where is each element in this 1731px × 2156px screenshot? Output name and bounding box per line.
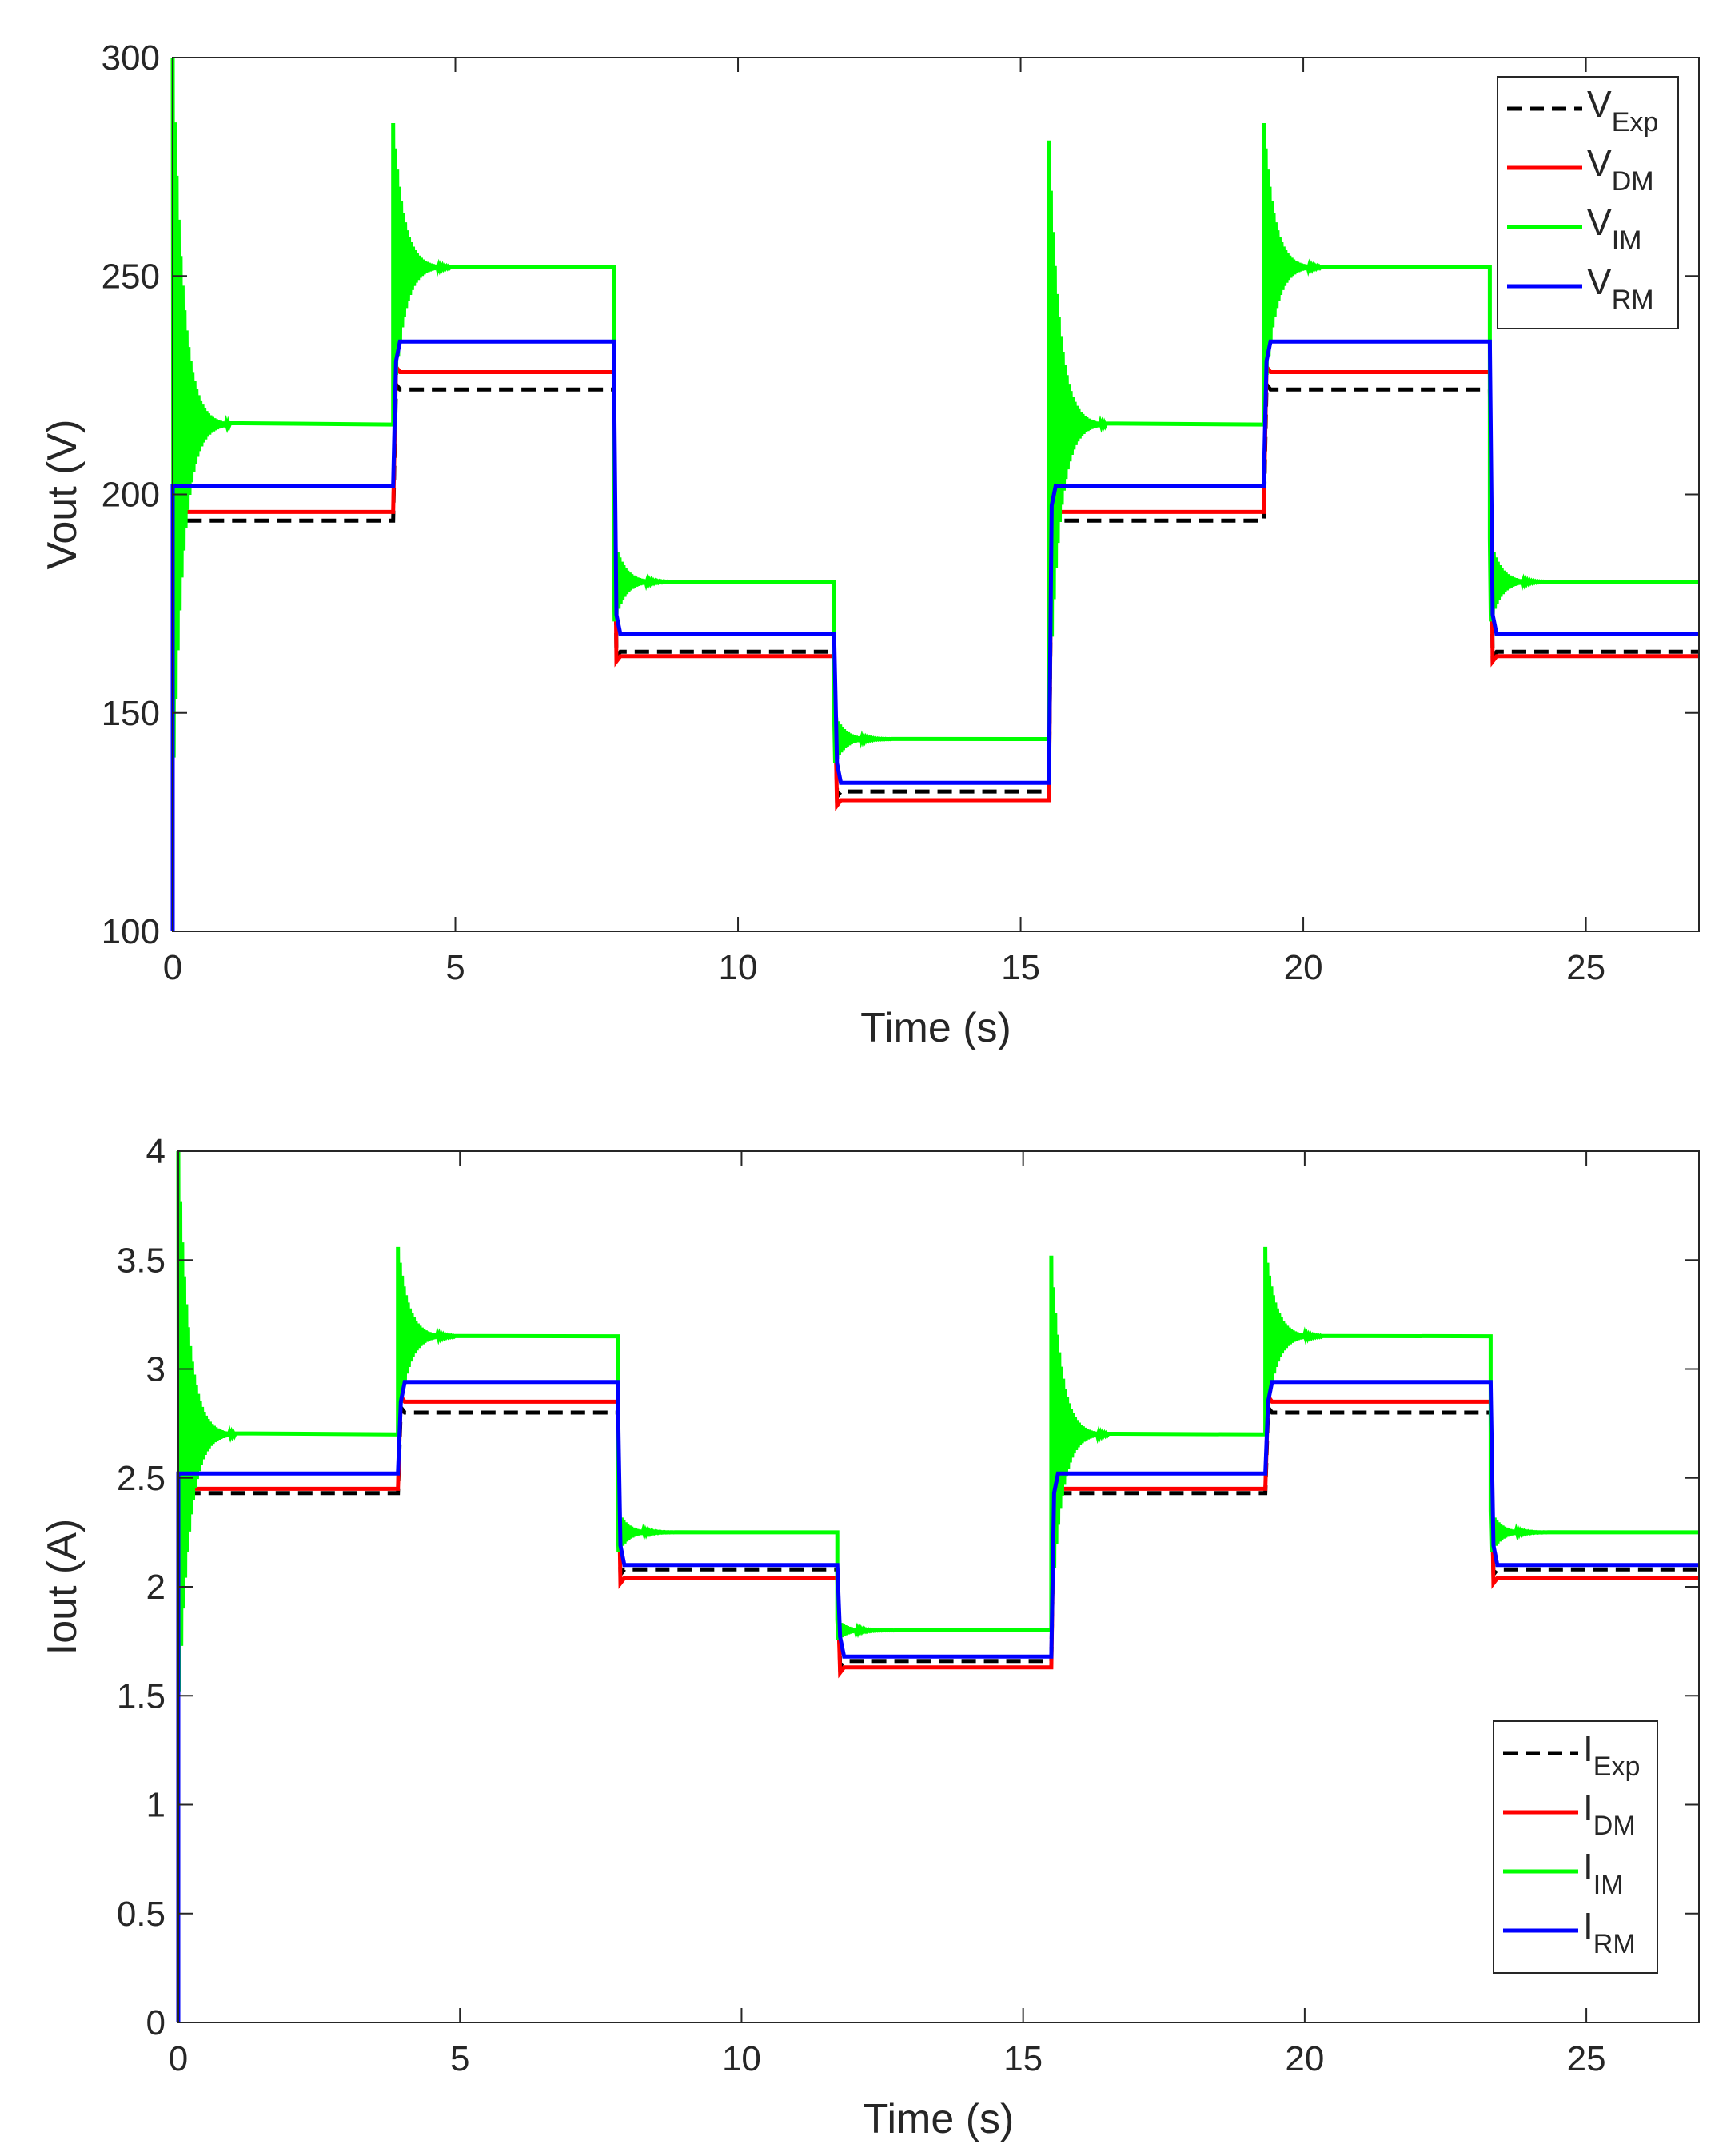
x-axis-label: Time (s) (860, 1005, 1011, 1051)
y-tick-label: 1 (146, 1786, 166, 1825)
y-tick-label: 3.5 (117, 1241, 166, 1280)
series-group (170, 57, 1700, 931)
legend-entry-dm: VDM (1587, 142, 1654, 197)
y-tick-label: 4 (146, 1132, 166, 1171)
y-tick-label: 2 (146, 1568, 166, 1607)
legend-entry-rm: VRM (1587, 261, 1654, 315)
y-tick-label: 3 (146, 1350, 166, 1389)
legend-entry-rm: IRM (1583, 1905, 1636, 1959)
x-tick-label: 10 (719, 948, 758, 987)
x-tick-label: 20 (1285, 2039, 1324, 2078)
x-tick-label: 15 (1003, 2039, 1043, 2078)
series-line-i-rm (176, 1380, 1699, 2022)
legend-entry-exp: IExp (1583, 1728, 1640, 1782)
series-line-v-rm (170, 339, 1699, 931)
series-line-i-im (176, 1150, 1700, 1692)
current-plot: 0 5 10 15 20 25 0 0.5 1 1.5 2 2.5 3 3.5 4 Time (s) Iout … (39, 1132, 1700, 2142)
series-group (176, 1150, 1700, 2022)
y-tick-label: 300 (102, 38, 160, 78)
x-tick-label: 5 (450, 2039, 469, 2078)
voltage-plot: 0 5 10 15 20 25 100 150 200 250 300 Time (s) Vout (V… (39, 38, 1700, 1051)
y-tick-label: 0.5 (117, 1895, 166, 1934)
y-tick-label: 1.5 (117, 1676, 166, 1716)
legend-entry-im: VIM (1587, 201, 1641, 256)
y-tick-label: 150 (102, 694, 160, 733)
y-tick-label: 2.5 (117, 1459, 166, 1498)
legend-entry-exp: VExp (1587, 83, 1658, 137)
x-tick-label: 20 (1284, 948, 1323, 987)
x-tick-label: 0 (169, 2039, 188, 2078)
x-tick-label: 25 (1567, 2039, 1606, 2078)
series-line-v-im (170, 57, 1700, 763)
x-tick-label: 5 (445, 948, 465, 987)
y-tick-label: 0 (146, 2003, 166, 2042)
legend-entry-dm: IDM (1583, 1787, 1636, 1841)
x-tick-label: 0 (163, 948, 182, 987)
y-axis-label: Vout (V) (39, 420, 86, 570)
x-tick-label: 10 (722, 2039, 761, 2078)
x-tick-label: 25 (1566, 948, 1605, 987)
x-axis-label: Time (s) (864, 2096, 1015, 2142)
legend-entry-im: IIM (1583, 1846, 1624, 1900)
y-tick-label: 250 (102, 257, 160, 296)
y-tick-label: 200 (102, 476, 160, 515)
y-axis-label: Iout (A) (39, 1519, 86, 1656)
x-tick-label: 15 (1001, 948, 1040, 987)
y-tick-label: 100 (102, 912, 160, 951)
